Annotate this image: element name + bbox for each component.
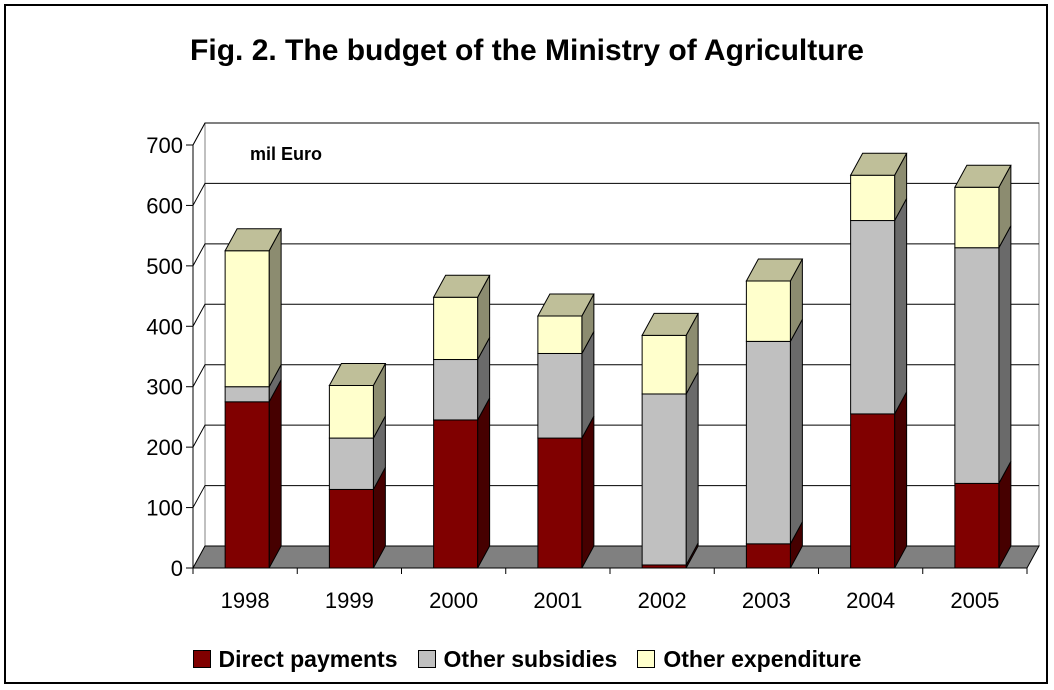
chart-walls bbox=[192, 122, 1040, 569]
x-axis: 1998 1999 2000 2001 2002 2003 2004 2005 bbox=[192, 567, 1028, 613]
y-tick-label: 500 bbox=[146, 254, 183, 279]
bar-segment bbox=[745, 258, 804, 342]
bar-segment bbox=[328, 415, 386, 490]
bar-segment bbox=[537, 293, 595, 354]
x-tick-label: 2000 bbox=[429, 588, 478, 613]
bars bbox=[224, 152, 1012, 569]
y-tick-label: 300 bbox=[146, 375, 183, 400]
unit-label: mil Euro bbox=[250, 144, 322, 164]
bar-stack-1998 bbox=[224, 228, 282, 569]
legend-label: Direct payments bbox=[218, 645, 398, 672]
bar-segment bbox=[954, 461, 1012, 569]
bar-segment bbox=[954, 225, 1012, 484]
bar-segment bbox=[537, 331, 595, 439]
bar-segment bbox=[745, 319, 803, 545]
bar-stack-2000 bbox=[432, 274, 491, 569]
legend-label: Other expenditure bbox=[663, 645, 862, 672]
legend-swatch bbox=[192, 650, 211, 668]
bar-segment bbox=[433, 397, 491, 569]
x-tick-label: 2005 bbox=[950, 588, 999, 613]
bar-segment bbox=[432, 274, 491, 361]
bar-stack-2003 bbox=[745, 258, 804, 569]
bar-segment bbox=[537, 415, 595, 569]
legend-swatch bbox=[417, 650, 436, 668]
bar-stack-2004 bbox=[849, 152, 908, 569]
legend: Direct payments Other subsidies Other expe… bbox=[0, 644, 1054, 674]
x-tick-label: 1998 bbox=[221, 588, 270, 613]
bar-segment bbox=[224, 364, 282, 403]
legend-item: Direct payments bbox=[192, 645, 398, 673]
side-wall bbox=[192, 122, 206, 569]
gridline bbox=[192, 182, 1039, 206]
gridline bbox=[192, 243, 1039, 267]
chart-floor bbox=[192, 545, 1040, 569]
y-axis: 0 100 200 300 400 500 600 700 bbox=[146, 133, 194, 581]
bar-segment bbox=[850, 391, 908, 569]
y-tick-label: 600 bbox=[146, 193, 183, 218]
legend-item: Other subsidies bbox=[417, 645, 618, 673]
x-tick-label: 2001 bbox=[533, 588, 582, 613]
bar-stack-1999 bbox=[328, 363, 387, 569]
bar-segment bbox=[641, 371, 699, 566]
bar-segment bbox=[850, 198, 908, 415]
bar-stack-2002 bbox=[641, 312, 699, 569]
bar-segment bbox=[954, 164, 1012, 249]
y-tick-label: 100 bbox=[146, 496, 183, 521]
legend-item: Other expenditure bbox=[637, 646, 861, 673]
x-tick-label: 2002 bbox=[638, 588, 687, 613]
y-tick-label: 200 bbox=[146, 435, 183, 460]
y-tick-label: 400 bbox=[146, 314, 183, 339]
gridline bbox=[192, 122, 1039, 146]
bar-segment bbox=[849, 152, 908, 222]
bar-stack-2005 bbox=[954, 164, 1012, 569]
floor bbox=[192, 545, 1040, 569]
x-tick-label: 2004 bbox=[846, 588, 895, 613]
bar-segment bbox=[224, 379, 282, 569]
bar-segment bbox=[641, 312, 699, 395]
x-tick-label: 2003 bbox=[742, 588, 791, 613]
chart-title: Fig. 2. The budget of the Ministry of Ag… bbox=[190, 34, 864, 67]
bar-segment bbox=[328, 363, 387, 439]
bar-segment bbox=[745, 521, 803, 569]
bar-segment bbox=[224, 228, 282, 388]
legend-label: Other subsidies bbox=[443, 645, 618, 672]
bar-segment bbox=[433, 337, 491, 421]
bar-stack-2001 bbox=[537, 293, 595, 569]
y-tick-label: 0 bbox=[171, 556, 183, 581]
y-tick-label: 700 bbox=[146, 133, 183, 158]
x-tick-label: 1999 bbox=[325, 588, 374, 613]
legend-swatch bbox=[637, 650, 656, 668]
